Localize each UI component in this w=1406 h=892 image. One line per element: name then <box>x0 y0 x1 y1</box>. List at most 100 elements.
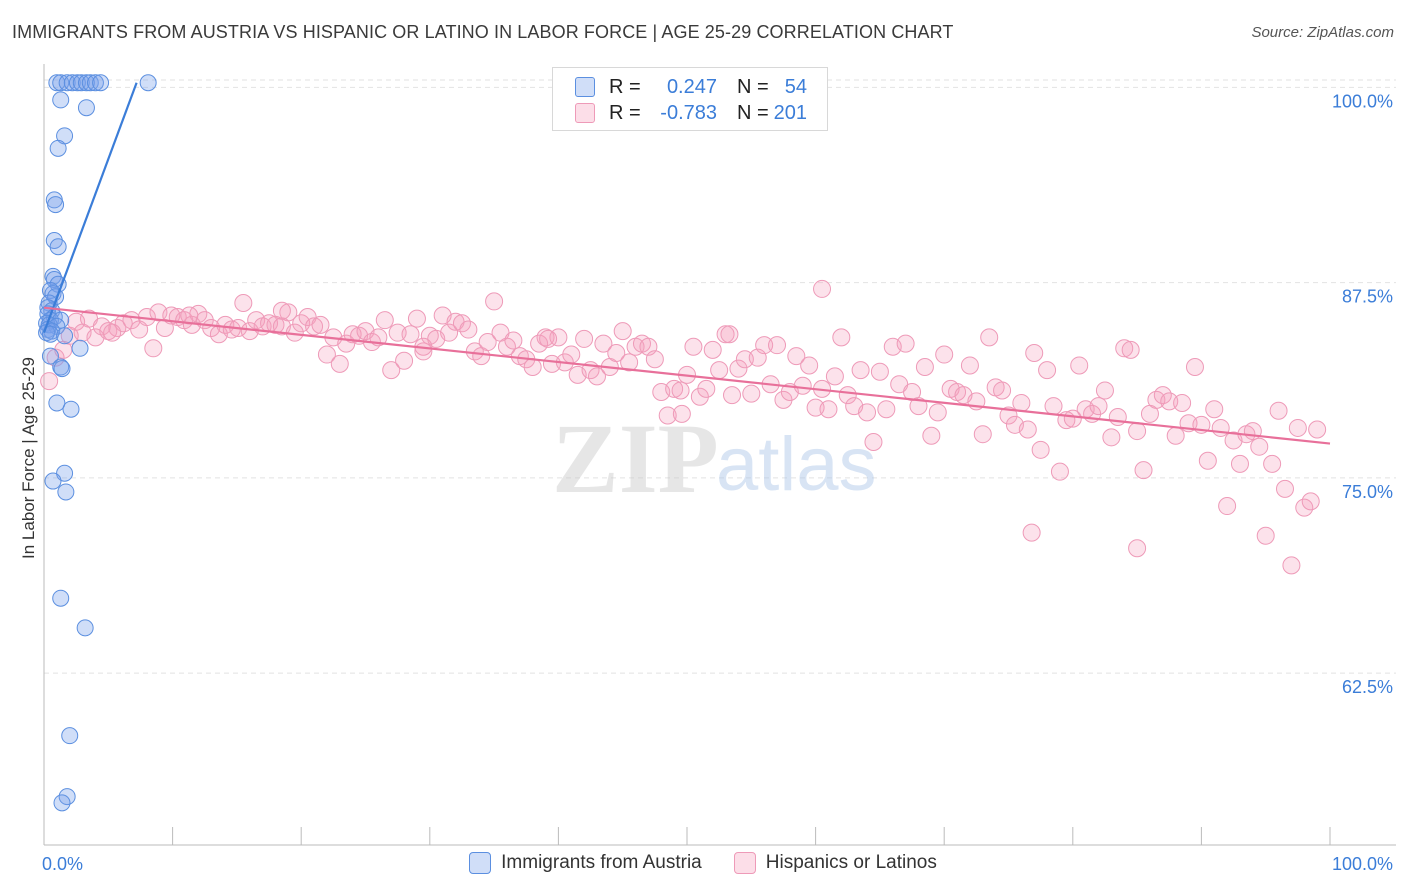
r-label: R = <box>609 75 641 98</box>
austria-point <box>92 74 110 92</box>
chart-title: IMMIGRANTS FROM AUSTRIA VS HISPANIC OR L… <box>12 22 954 42</box>
legend-item-hispanics[interactable]: Hispanics or Latinos <box>733 852 937 874</box>
hispanics-point <box>504 331 523 350</box>
hispanics-point <box>909 397 928 416</box>
hispanics-point <box>1089 397 1108 416</box>
hispanics-point <box>793 376 812 395</box>
hispanics-point <box>735 350 754 369</box>
hispanics-point <box>645 350 664 369</box>
hispanics-swatch <box>575 103 595 123</box>
hispanics-point <box>478 333 497 352</box>
hispanics-point <box>993 381 1012 400</box>
austria-point <box>53 360 71 378</box>
hispanics-point <box>144 339 163 358</box>
trend-lines <box>42 82 1331 445</box>
hispanics-point <box>720 325 739 344</box>
hispanics-point <box>665 379 684 398</box>
hispanics-point <box>723 386 742 405</box>
hispanics-point <box>1166 426 1185 445</box>
hispanics-point <box>1070 356 1089 375</box>
hispanics-point <box>960 356 979 375</box>
legend-item-austria[interactable]: Immigrants from Austria <box>469 852 702 874</box>
r-value: -0.783 <box>660 101 717 124</box>
hispanics-point <box>896 334 915 353</box>
hispanics-point <box>1256 526 1275 545</box>
hispanics-point <box>620 353 639 372</box>
austria-point <box>77 74 95 92</box>
legend-label: Hispanics or Latinos <box>765 852 937 873</box>
hispanics-point <box>1012 393 1031 412</box>
hispanics-point <box>305 317 324 336</box>
hispanics-point <box>800 356 819 375</box>
austria-point <box>58 74 76 92</box>
hispanics-point <box>395 351 414 370</box>
hispanics-point <box>311 315 330 334</box>
hispanics-point <box>1134 461 1153 480</box>
hispanics-point <box>813 279 832 298</box>
hispanics-point <box>999 406 1018 425</box>
austria-point <box>62 400 80 418</box>
hispanics-point <box>222 320 241 339</box>
hispanics-point <box>272 301 291 320</box>
austria-point <box>49 238 67 256</box>
stats-legend: R = 0.247 N = 54 R = -0.783 N = 201 <box>552 67 828 131</box>
austria-point <box>52 589 70 607</box>
austria-point <box>48 394 66 412</box>
hispanics-point <box>806 398 825 417</box>
hispanics-point <box>1031 440 1050 459</box>
hispanics-point <box>1147 390 1166 409</box>
hispanics-point <box>710 361 729 380</box>
hispanics-point <box>388 323 407 342</box>
stats-row-hispanics: R = -0.783 N = 201 <box>575 100 807 126</box>
austria-point <box>63 74 81 92</box>
austria-point <box>52 74 70 92</box>
hispanics-point <box>440 323 459 342</box>
y-tick-label: 62.5% <box>1342 677 1393 697</box>
hispanics-point <box>459 320 478 339</box>
hispanics-point <box>1128 539 1147 558</box>
hispanics-point <box>864 433 883 452</box>
austria-point <box>71 339 89 357</box>
hispanics-point <box>382 361 401 380</box>
n-value: 201 <box>773 101 807 124</box>
hispanics-point <box>1218 497 1237 516</box>
r-label: R = <box>609 101 641 124</box>
hispanics-point <box>1173 393 1192 412</box>
series-legend: Immigrants from Austria Hispanics or Lat… <box>0 852 1406 874</box>
hispanics-point <box>401 325 420 344</box>
legend-label: Immigrants from Austria <box>501 852 702 873</box>
austria-point <box>41 347 59 365</box>
hispanics-point <box>980 328 999 347</box>
hispanics-point <box>729 359 748 378</box>
hispanics-point <box>1205 400 1224 419</box>
hispanics-point <box>1263 454 1282 473</box>
n-value: 54 <box>784 75 807 98</box>
austria-swatch <box>575 77 595 97</box>
hispanics-point <box>697 379 716 398</box>
hispanics-point <box>1050 462 1069 481</box>
hispanics-point <box>1044 397 1063 416</box>
hispanics-point <box>1025 343 1044 362</box>
hispanics-point <box>92 317 111 336</box>
hispanics-point <box>858 403 877 422</box>
hispanics-point <box>742 384 761 403</box>
watermark-atlas: atlas <box>716 422 877 507</box>
hispanics-point <box>973 425 992 444</box>
hispanics-point <box>613 322 632 341</box>
hispanics-point <box>1128 422 1147 441</box>
hispanics-point <box>1211 418 1230 437</box>
austria-point <box>47 196 65 214</box>
hispanics-point <box>1022 523 1041 542</box>
hispanics-point <box>330 354 349 373</box>
hispanics-point <box>755 336 774 355</box>
watermark-zip: ZIP <box>552 403 719 514</box>
austria-point <box>76 619 94 637</box>
austria-point <box>49 139 67 157</box>
hispanics-point <box>658 406 677 425</box>
austria-point <box>44 472 62 490</box>
austria-point <box>52 91 70 109</box>
austria-point <box>41 325 59 343</box>
hispanics-point <box>575 329 594 348</box>
y-tick-label: 100.0% <box>1332 91 1393 111</box>
watermark: ZIP atlas <box>552 403 877 514</box>
